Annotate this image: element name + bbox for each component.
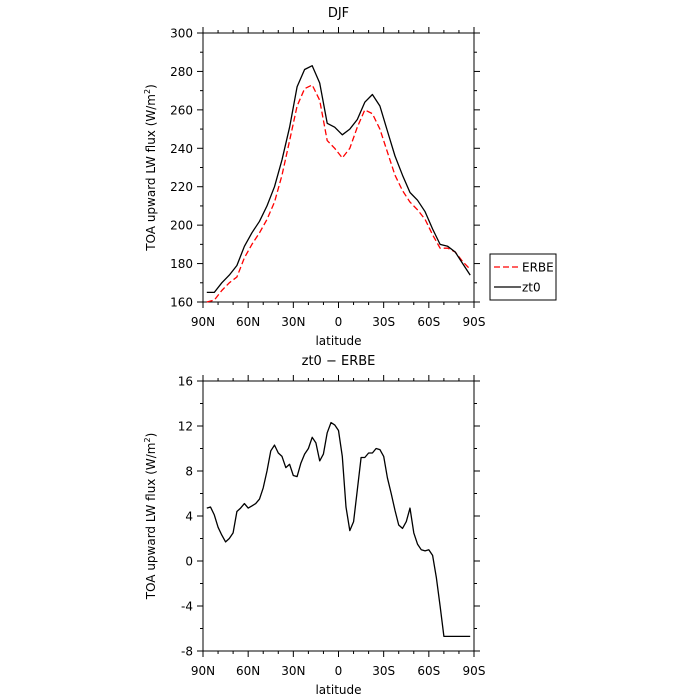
legend-label-erbe: ERBE <box>522 261 554 275</box>
chart-title: DJF <box>328 6 349 21</box>
y-axis-label-main: TOA upward LW flux (W/m <box>144 443 158 601</box>
y-axis-label: TOA upward LW flux (W/m2) <box>143 84 158 252</box>
x-tick-label: 60N <box>236 664 260 678</box>
series-line-difference <box>206 421 471 638</box>
x-tick-label: 30N <box>281 315 305 329</box>
series-line-erbe <box>206 84 471 303</box>
x-tick-label: 0 <box>335 315 343 329</box>
legend-box <box>489 253 557 301</box>
x-tick-label: 60N <box>236 315 260 329</box>
y-tick-label: 8 <box>185 465 193 479</box>
panel-2: zt0 − ERBE -8 -4 0 4 8 12 16 90N 60N 30N 0 30S 60S 90S… <box>143 354 485 697</box>
x-tick-label: 30S <box>372 315 395 329</box>
x-tick-label: 90N <box>191 315 215 329</box>
y-axis-label-end: ) <box>144 84 158 89</box>
y-tick-label: 260 <box>170 103 193 117</box>
x-tick-label: 60S <box>417 315 440 329</box>
x-tick-label: 90N <box>191 664 215 678</box>
panel-1: DJF 160 180 200 220 240 260 280 300 90N 60N 30N 0 30S… <box>143 6 557 348</box>
series-line-zt0 <box>206 65 471 294</box>
y-axis-label-sup: 2 <box>143 437 152 442</box>
plot-frame <box>202 32 475 303</box>
y-axis-label-main: TOA upward LW flux (W/m <box>144 94 158 252</box>
y-tick-label: 300 <box>170 27 193 41</box>
x-tick-label: 60S <box>417 664 440 678</box>
x-tick-label: 30N <box>281 664 305 678</box>
x-tick-label: 90S <box>463 315 486 329</box>
y-tick-label: -4 <box>181 600 193 614</box>
y-tick-label: 180 <box>170 257 193 271</box>
y-tick-label: -8 <box>181 645 193 659</box>
legend: ERBE zt0 <box>489 253 557 301</box>
y-tick-label: 280 <box>170 65 193 79</box>
y-tick-label: 16 <box>178 375 193 389</box>
y-tick-label: 0 <box>185 555 193 569</box>
x-axis-label: latitude <box>315 334 361 348</box>
x-tick-label: 0 <box>335 664 343 678</box>
plot-frame <box>202 380 475 652</box>
x-tick-label: 90S <box>463 664 486 678</box>
x-tick-label: 30S <box>372 664 395 678</box>
chart-title: zt0 − ERBE <box>302 354 376 369</box>
y-axis-label-end: ) <box>144 433 158 438</box>
y-tick-label: 12 <box>178 420 193 434</box>
y-tick-label: 4 <box>185 510 193 524</box>
y-tick-label: 160 <box>170 296 193 310</box>
x-axis-label: latitude <box>315 683 361 697</box>
y-tick-label: 240 <box>170 142 193 156</box>
y-tick-label: 220 <box>170 180 193 194</box>
legend-label-zt0: zt0 <box>522 281 541 295</box>
y-axis-label: TOA upward LW flux (W/m2) <box>143 433 158 601</box>
y-axis-label-sup: 2 <box>143 89 152 94</box>
y-tick-label: 200 <box>170 219 193 233</box>
